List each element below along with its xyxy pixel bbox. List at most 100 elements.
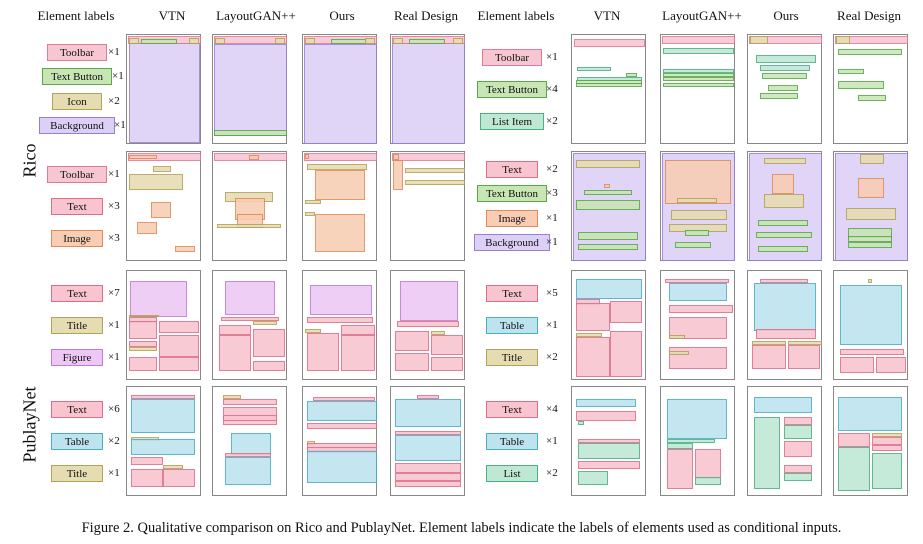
layout-element-title — [129, 315, 159, 317]
layout-element-toolbar — [574, 39, 645, 47]
layout-element-toolbar — [835, 36, 908, 44]
layout-element-text — [752, 345, 786, 369]
layout-panel — [212, 34, 287, 144]
layout-element-title — [788, 341, 822, 345]
layout-element-image — [665, 160, 731, 204]
label-count: ×2 — [546, 162, 558, 175]
layout-element-text — [669, 317, 727, 339]
label-chip-list-item: List Item — [480, 112, 544, 130]
layout-element-image — [315, 214, 365, 252]
layout-element-table — [131, 439, 195, 455]
layout-element-text-button — [576, 83, 642, 87]
label-chip-text: Text — [486, 160, 538, 178]
layout-element-text — [341, 325, 375, 335]
layout-element-text — [576, 411, 636, 421]
layout-panel — [302, 386, 377, 496]
layout-element-text — [341, 335, 375, 371]
layout-element-text — [695, 449, 721, 479]
layout-element-text-button — [663, 73, 734, 77]
layout-element-text — [610, 301, 642, 323]
label-count: ×4 — [546, 82, 558, 95]
layout-element-text — [784, 417, 812, 425]
layout-element-text-button — [758, 220, 808, 226]
layout-element-image — [393, 154, 399, 160]
layout-element-text — [397, 321, 459, 327]
layout-element-text — [784, 441, 812, 457]
layout-element-title — [305, 329, 321, 333]
layout-element-text — [784, 465, 812, 473]
layout-element-icon — [217, 224, 281, 228]
layout-panel — [390, 386, 465, 496]
layout-element-toolbar — [128, 153, 201, 161]
label-count: ×1 — [546, 434, 558, 447]
label-chip-image: Image — [486, 209, 538, 227]
layout-panel — [747, 270, 822, 380]
label-chip-icon: Icon — [52, 92, 102, 110]
layout-element-image — [175, 246, 195, 252]
label-chip-text-button: Text Button — [42, 68, 112, 86]
layout-element-text-button — [848, 242, 892, 248]
layout-element-image — [772, 174, 794, 194]
label-count: ×1 — [108, 466, 120, 479]
layout-panel — [390, 34, 465, 144]
layout-element-icon — [129, 38, 139, 44]
layout-element-list — [695, 477, 721, 485]
layout-element-list — [578, 421, 584, 425]
layout-element-text — [225, 453, 271, 457]
layout-element-text — [788, 345, 820, 369]
label-count: ×1 — [108, 167, 120, 180]
layout-element-table — [131, 399, 195, 433]
layout-element-title — [669, 351, 689, 355]
layout-element-text-button — [768, 85, 798, 91]
label-chip-title: Title — [51, 464, 103, 482]
layout-element-text-button — [858, 95, 886, 101]
label-chip-table: Table — [486, 432, 538, 450]
layout-element-list — [784, 473, 812, 481]
layout-element-text — [395, 463, 461, 473]
layout-element-text-button — [331, 39, 367, 44]
label-count: ×2 — [546, 114, 558, 127]
label-chip-list: List — [486, 464, 538, 482]
layout-element-title — [752, 341, 786, 345]
layout-element-table — [307, 451, 377, 483]
layout-panel — [571, 151, 646, 261]
label-count: ×5 — [546, 286, 558, 299]
label-chip-text: Text — [51, 400, 103, 418]
layout-element-text — [131, 395, 195, 399]
layout-element-image — [604, 184, 610, 188]
layout-element-text — [129, 321, 157, 339]
layout-element-list — [578, 471, 608, 485]
layout-element-text — [667, 449, 693, 489]
layout-element-list-item — [760, 65, 810, 71]
layout-element-table — [754, 283, 816, 331]
layout-element-text — [840, 357, 874, 373]
layout-element-image — [858, 178, 884, 198]
layout-element-text-button — [762, 73, 807, 79]
column-header-left-0: Element labels — [37, 8, 115, 23]
layout-element-text — [395, 353, 429, 371]
layout-panel — [302, 151, 377, 261]
label-count: ×1 — [112, 70, 124, 83]
layout-element-text — [307, 423, 377, 429]
layout-element-text — [395, 431, 461, 435]
layout-element-figure — [310, 285, 372, 315]
layout-panel — [126, 270, 201, 380]
label-count: ×1 — [108, 45, 120, 58]
layout-element-text — [221, 317, 279, 321]
layout-element-image — [249, 155, 259, 160]
layout-element-table — [231, 433, 271, 455]
layout-element-text — [307, 333, 339, 371]
layout-element-title — [431, 331, 445, 335]
layout-element-list — [667, 443, 693, 449]
label-chip-text-button: Text Button — [477, 80, 547, 98]
label-chip-toolbar: Toolbar — [47, 43, 107, 61]
layout-element-table — [576, 279, 642, 299]
layout-element-table — [307, 401, 377, 421]
layout-element-list-item — [663, 48, 734, 54]
column-header-left-4: Real Design — [394, 8, 458, 23]
layout-panel — [833, 386, 908, 496]
layout-element-list-item — [577, 67, 611, 71]
label-chip-text-button: Text Button — [477, 185, 547, 203]
label-count: ×1 — [108, 318, 120, 331]
layout-element-table — [395, 399, 461, 427]
